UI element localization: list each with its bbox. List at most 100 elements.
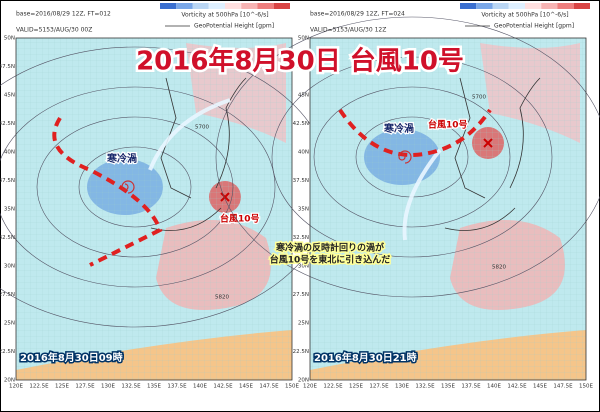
lat-tick-label: 50N [298,36,309,42]
colorbar-cell [525,3,542,9]
lon-tick-label: 147.5E [259,384,279,390]
base-label: base=2016/08/29 12Z, FT=012 [16,11,111,18]
time-label: 2016年8月30日21時 [314,351,417,364]
vortex-spiral [398,150,412,164]
lat-tick-label: 32.5N [293,235,309,241]
legend-vorticity: Vorticity at 500hPa [10^-6/s] [181,12,268,19]
lat-tick-label: 45N [298,93,309,99]
lat-tick-label: 50N [4,36,15,42]
lon-tick-label: 150E [579,384,593,390]
coastline [444,77,541,231]
lat-tick-label: 32.5N [0,235,15,241]
typhoon-mark [483,138,493,148]
lat-tick-label: 37.5N [293,178,309,184]
legend-vorticity: Vorticity at 500hPa [10^-6/s] [481,12,568,19]
lat-tick-label: 37.5N [0,178,15,184]
height-contour [271,56,553,258]
contour-label: 5700 [195,125,209,131]
lat-tick-label: 22.5N [0,349,15,355]
lat-tick-label: 25N [4,321,15,327]
base-label: base=2016/08/29 12Z, FT=024 [310,11,405,18]
valid-label: VALID=5153/AUG/30 00Z [16,27,92,34]
colorbar-cell [273,3,290,9]
vortex-spiral [121,180,135,194]
valid-label: VALID=5153/AUG/30 12Z [310,27,386,34]
lat-tick-label: 47.5N [0,64,15,70]
time-label: 2016年8月30日09時 [20,351,123,364]
height-contour [0,86,276,288]
colorbar-cell [225,3,242,9]
colorbar-cell [557,3,574,9]
lon-tick-label: 140E [193,384,207,390]
colorbar-cell [192,3,209,9]
lon-tick-label: 120E [9,384,23,390]
lon-tick-label: 137.5E [167,384,187,390]
lon-tick-label: 125E [55,384,69,390]
lat-tick-label: 20N [4,378,15,384]
height-contour [36,116,234,258]
map-border [309,37,587,381]
lon-tick-label: 120E [303,384,317,390]
lat-tick-label: 27.5N [0,292,15,298]
colorbar-cell [508,3,525,9]
lat-tick-label: 35N [4,207,15,213]
lon-tick-label: 145E [239,384,253,390]
lat-tick-label: 30N [298,264,309,270]
lat-tick-label: 25N [298,321,309,327]
lon-tick-label: 130E [395,384,409,390]
contour-label: 5820 [215,295,229,301]
colorbar-cell [460,3,477,9]
colorbar-cell [541,3,558,9]
colorbar-cell [492,3,509,9]
contour-label: 5820 [492,265,506,271]
colorbar-cell [573,3,590,9]
lon-tick-label: 135E [147,384,161,390]
lat-tick-label: 27.5N [293,292,309,298]
flow-arrow [148,98,231,171]
annotation: 台風10号を東北に引き込んだ [270,254,391,266]
lat-tick-label: 42.5N [0,121,15,127]
lon-tick-label: 127.5E [75,384,95,390]
lon-tick-label: 142.5E [507,384,527,390]
lon-tick-label: 135E [441,384,455,390]
map-panel [0,37,332,381]
lat-tick-label: 40N [4,150,15,156]
typhoon-label: 台風10号 [428,119,468,131]
map-panel [215,16,600,381]
contour-label: 5700 [472,95,486,101]
lat-tick-label: 42.5N [293,121,309,127]
colorbar-cell [208,3,225,9]
lon-tick-label: 132.5E [415,384,435,390]
lat-tick-label: 40N [298,150,309,156]
height-contour [78,146,192,228]
vortex-path [338,108,492,157]
annotation: 寒冷渦の反時計回りの渦が [275,242,385,254]
lon-tick-label: 122.5E [29,384,49,390]
title: 2016年8月30日 台風10号 [136,46,464,77]
lon-tick-label: 132.5E [121,384,141,390]
typhoon-mark [220,192,230,202]
vortex-path [52,116,163,267]
colorbar-cell [241,3,258,9]
legend-height: GeoPotential Height [gpm] [494,23,574,30]
colorbar-cell [257,3,274,9]
flow-arrow [402,148,442,241]
lon-tick-label: 127.5E [369,384,389,390]
lat-tick-label: 45N [4,93,15,99]
lat-tick-label: 47.5N [293,64,309,70]
colorbar-cell [476,3,493,9]
lon-tick-label: 137.5E [461,384,481,390]
lon-tick-label: 147.5E [553,384,573,390]
lon-tick-label: 122.5E [323,384,343,390]
lat-tick-label: 22.5N [293,349,309,355]
colorbar-cell [176,3,193,9]
lon-tick-label: 130E [101,384,115,390]
lat-tick-label: 20N [298,378,309,384]
lon-tick-label: 140E [487,384,501,390]
low-label: 寒冷渦 [383,122,414,135]
lat-tick-label: 35N [298,207,309,213]
height-contour [215,16,600,298]
lon-tick-label: 145E [533,384,547,390]
lon-tick-label: 125E [349,384,363,390]
